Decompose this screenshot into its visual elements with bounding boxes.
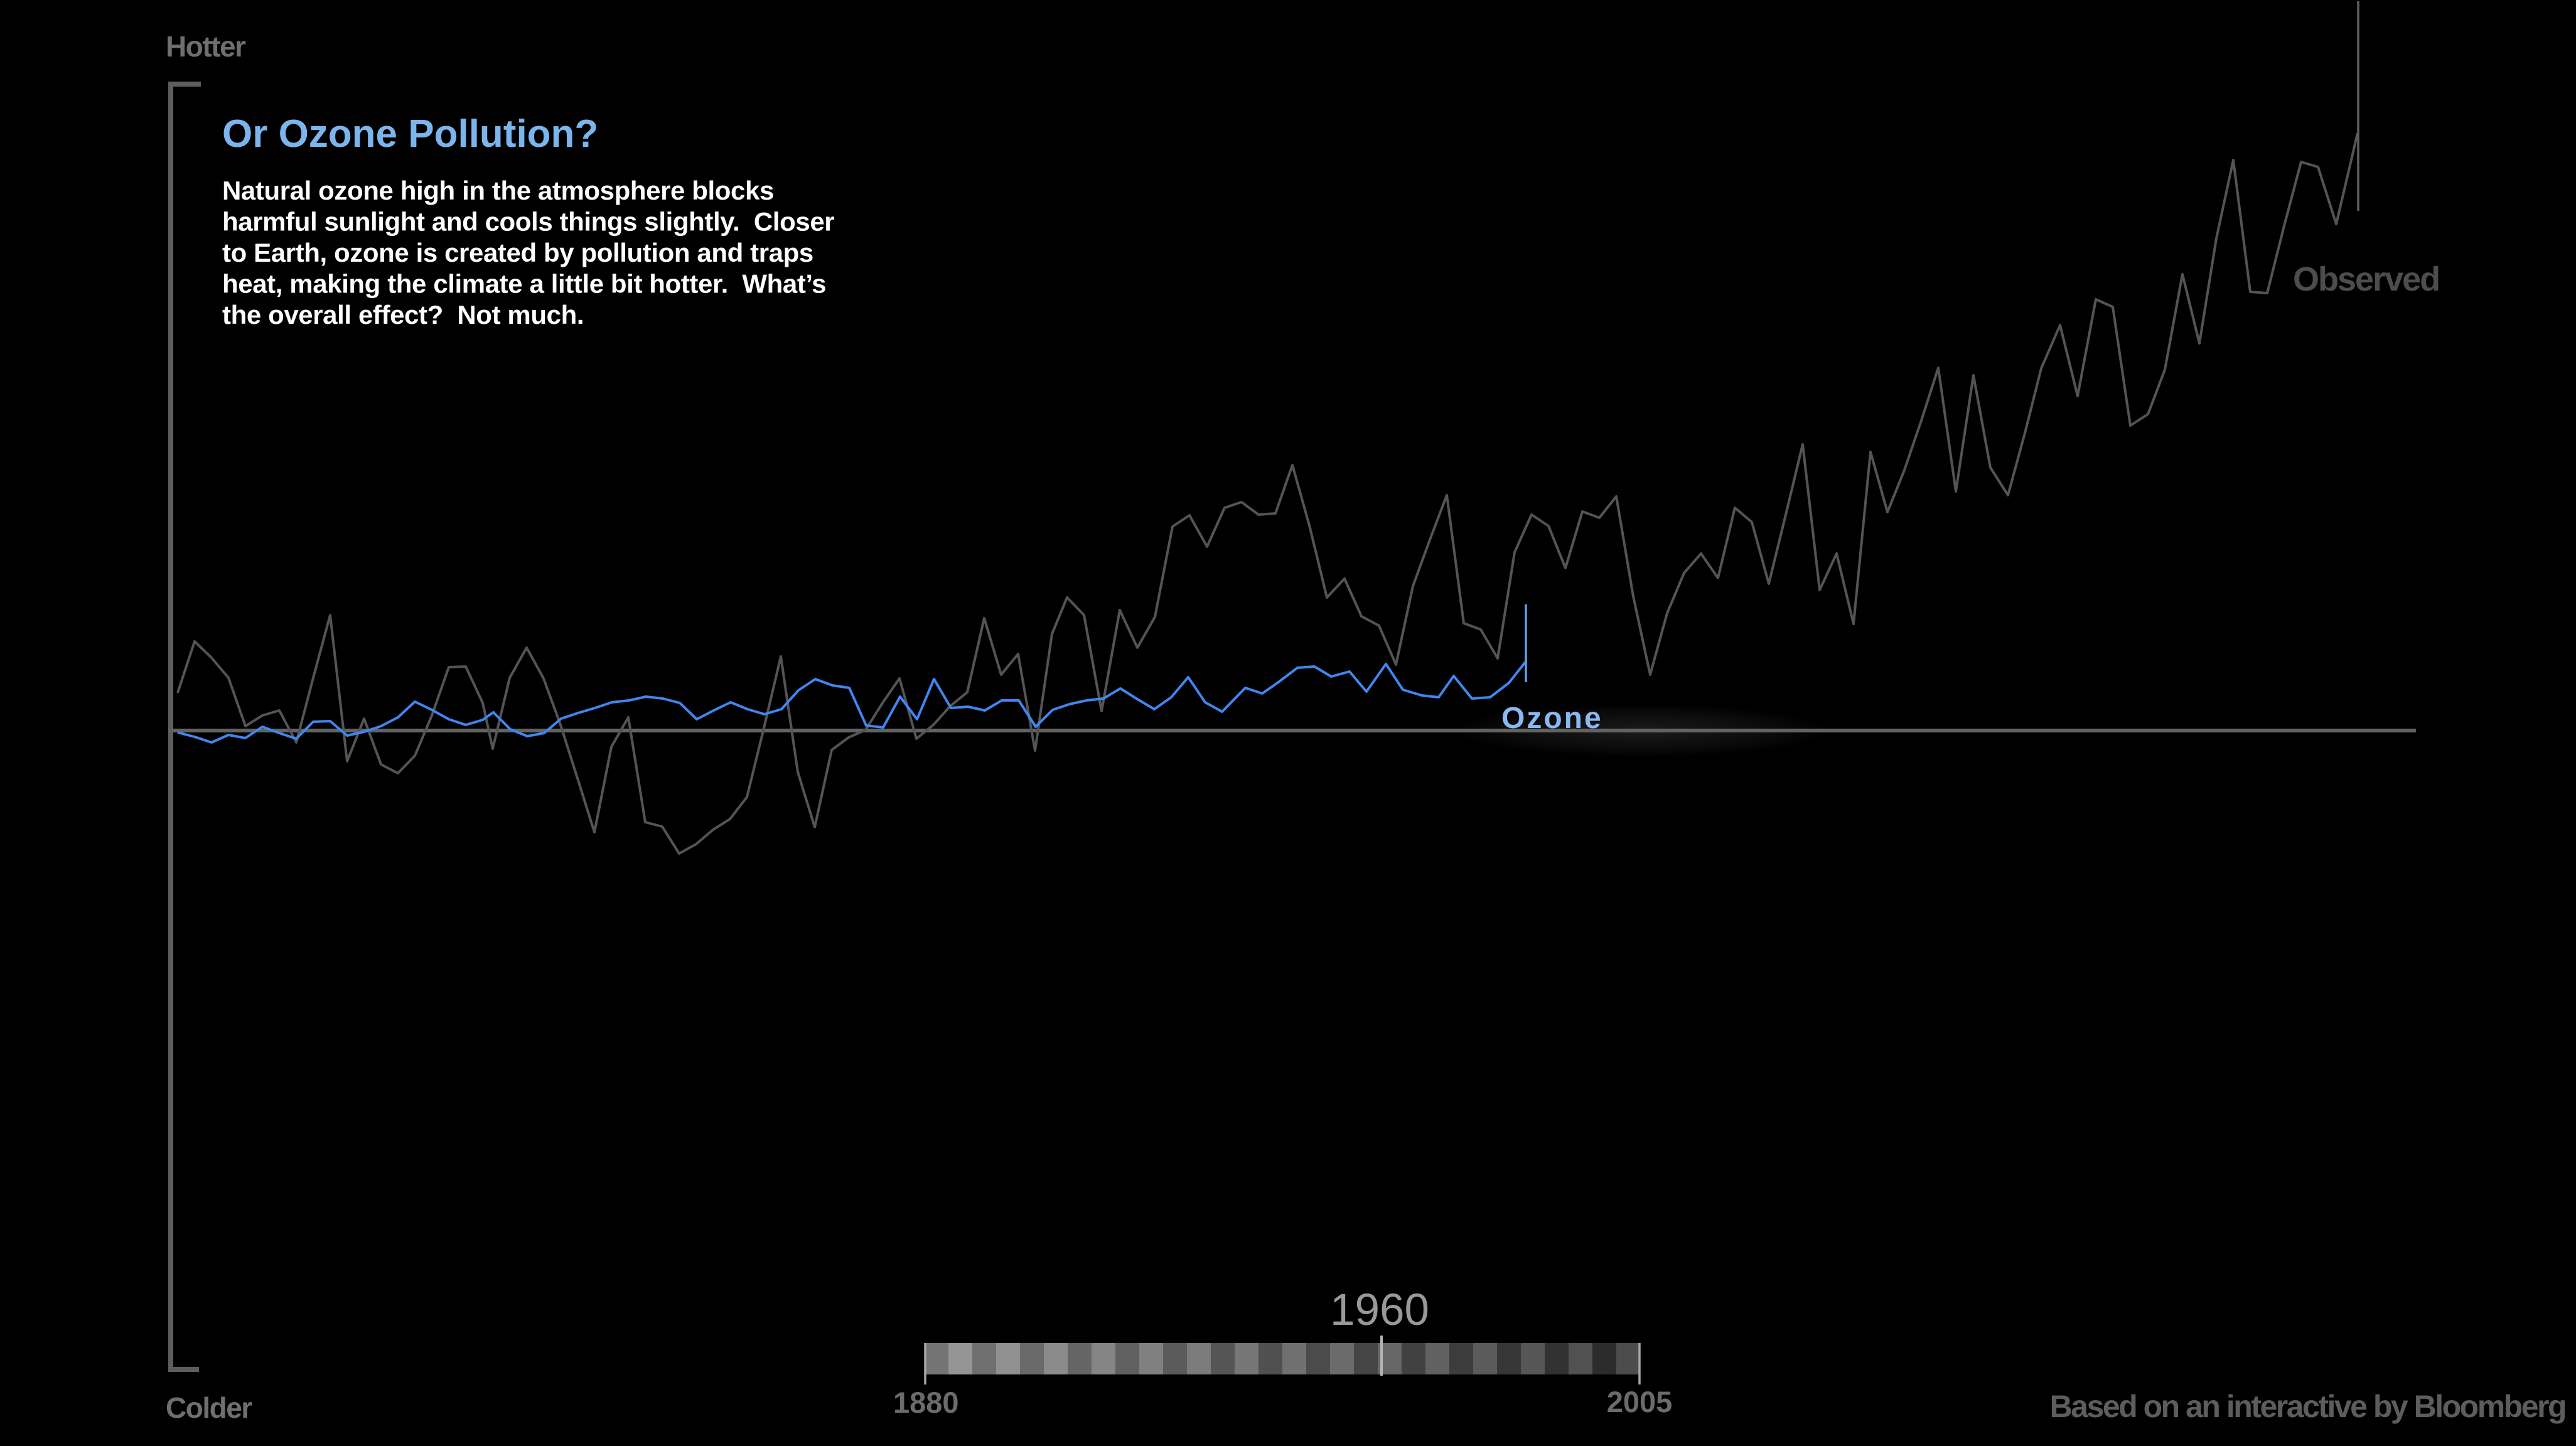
- svg-text:1960: 1960: [1330, 1285, 1429, 1335]
- svg-text:Colder: Colder: [166, 1391, 252, 1424]
- svg-text:Or Ozone Pollution?: Or Ozone Pollution?: [222, 112, 598, 156]
- svg-text:Natural ozone high in the atmo: Natural ozone high in the atmosphere blo…: [222, 176, 774, 205]
- svg-text:Hotter: Hotter: [166, 30, 246, 63]
- svg-text:1880: 1880: [893, 1386, 959, 1419]
- svg-text:heat, making the climate a lit: heat, making the climate a little bit ho…: [222, 269, 826, 299]
- svg-text:the overall effect? Not much.: the overall effect? Not much.: [222, 300, 584, 329]
- svg-text:to Earth, ozone is created by: to Earth, ozone is created by pollution …: [222, 238, 813, 267]
- svg-text:Based on an interactive by Blo: Based on an interactive by Bloomberg: [2050, 1389, 2565, 1424]
- svg-text:Observed: Observed: [2293, 260, 2439, 298]
- svg-text:2005: 2005: [1607, 1385, 1673, 1418]
- svg-text:Ozone: Ozone: [1501, 702, 1603, 735]
- svg-text:harmful sunlight and cools thi: harmful sunlight and cools things slight…: [222, 207, 834, 237]
